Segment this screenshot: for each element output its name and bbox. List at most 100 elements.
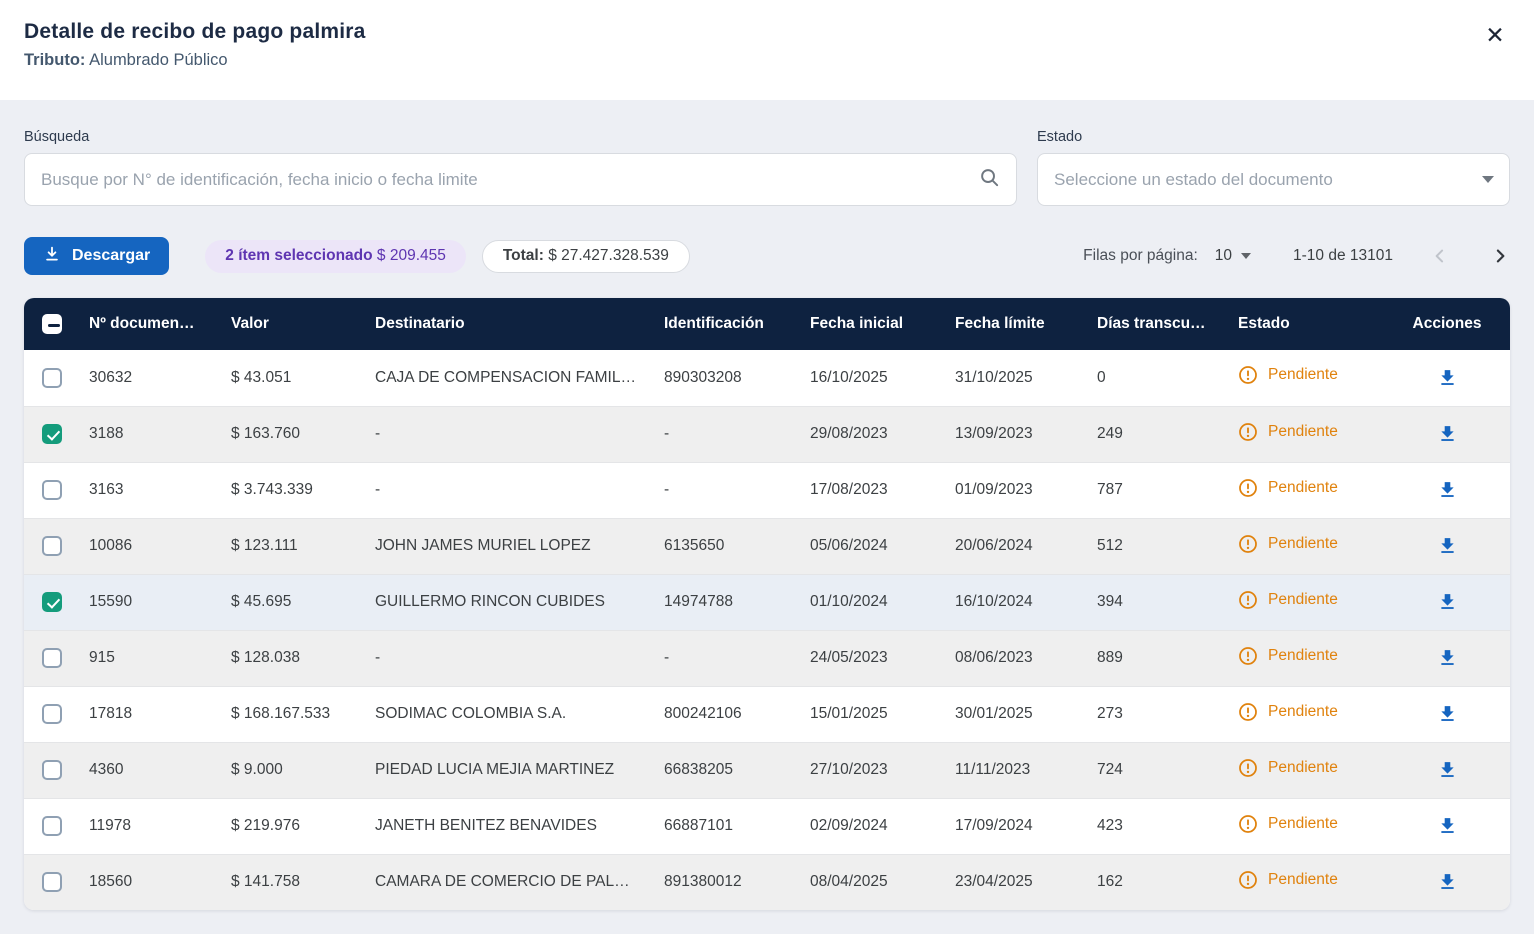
cell-valor: $ 123.111 [222,518,366,574]
cell-identificacion: - [655,630,801,686]
cell-valor: $ 128.038 [222,630,366,686]
selected-items-value: $ 209.455 [373,247,446,265]
close-icon: ✕ [1485,22,1504,48]
status-badge: Pendiente [1238,646,1338,666]
download-button[interactable]: Descargar [24,237,169,275]
chevron-down-icon [1482,176,1494,183]
cell-fecha-limite: 08/06/2023 [946,630,1088,686]
close-button[interactable]: ✕ [1480,20,1510,50]
download-icon [1437,759,1458,780]
download-row-button[interactable] [1433,363,1462,392]
cell-valor: $ 43.051 [222,350,366,406]
chevron-down-icon [1241,253,1251,259]
download-icon [1437,871,1458,892]
row-checkbox[interactable] [42,592,62,612]
col-header-dias: Días transcu… [1088,298,1229,350]
cell-dias: 423 [1088,798,1229,854]
rows-per-page-label: Filas por página: [1083,247,1198,265]
row-checkbox[interactable] [42,480,62,500]
download-row-button[interactable] [1433,531,1462,560]
cell-dias: 889 [1088,630,1229,686]
table-row: 3188 $ 163.760 - - 29/08/2023 13/09/2023… [24,406,1510,462]
cell-fecha-inicial: 17/08/2023 [801,462,946,518]
status-label: Pendiente [1268,423,1338,441]
cell-fecha-limite: 17/09/2024 [946,798,1088,854]
pagination-range: 1-10 de 13101 [1293,247,1393,265]
status-label: Pendiente [1268,703,1338,721]
total-label: Total: [503,247,544,265]
chevron-left-icon [1430,246,1450,266]
cell-acciones [1384,686,1510,742]
cell-acciones [1384,518,1510,574]
status-badge: Pendiente [1238,422,1338,442]
row-checkbox[interactable] [42,536,62,556]
cell-destinatario: - [366,406,655,462]
cell-destinatario: SODIMAC COLOMBIA S.A. [366,686,655,742]
pagination: Filas por página: 10 1-10 de 13101 [1083,246,1510,266]
download-row-button[interactable] [1433,755,1462,784]
cell-destinatario: CAJA DE COMPENSACION FAMIL… [366,350,655,406]
cell-estado: Pendiente [1229,742,1384,798]
col-header-estado: Estado [1229,298,1384,350]
download-row-button[interactable] [1433,587,1462,616]
col-header-destinatario: Destinatario [366,298,655,350]
status-badge: Pendiente [1238,702,1338,722]
cell-identificacion: 890303208 [655,350,801,406]
row-checkbox[interactable] [42,368,62,388]
search-filter: Búsqueda [24,129,1017,206]
search-input[interactable] [41,170,978,190]
col-header-identificacion: Identificación [655,298,801,350]
download-row-button[interactable] [1433,475,1462,504]
row-checkbox[interactable] [42,816,62,836]
download-icon [1437,647,1458,668]
status-label: Pendiente [1268,479,1338,497]
row-checkbox[interactable] [42,760,62,780]
chevron-right-icon [1490,246,1510,266]
download-row-button[interactable] [1433,419,1462,448]
cell-documento: 17818 [80,686,222,742]
previous-page-button[interactable] [1430,246,1450,266]
download-icon [43,245,61,268]
download-row-button[interactable] [1433,643,1462,672]
pending-warning-icon [1238,590,1258,610]
tribute-value: Alumbrado Público [89,51,228,69]
cell-identificacion: 6135650 [655,518,801,574]
cell-identificacion: 66887101 [655,798,801,854]
cell-fecha-inicial: 27/10/2023 [801,742,946,798]
next-page-button[interactable] [1490,246,1510,266]
cell-estado: Pendiente [1229,462,1384,518]
tribute-label: Tributo: [24,51,85,69]
row-checkbox[interactable] [42,872,62,892]
download-icon [1437,479,1458,500]
rows-per-page-select[interactable]: 10 [1215,247,1251,265]
pending-warning-icon [1238,814,1258,834]
download-icon [1437,703,1458,724]
row-checkbox[interactable] [42,648,62,668]
cell-identificacion: 66838205 [655,742,801,798]
col-header-fecha-limite: Fecha límite [946,298,1088,350]
status-badge: Pendiente [1238,590,1338,610]
documents-table: Nº documen… Valor Destinatario Identific… [24,298,1510,910]
modal-header: Detalle de recibo de pago palmira Tribut… [0,0,1534,100]
cell-fecha-limite: 11/11/2023 [946,742,1088,798]
download-icon [1437,591,1458,612]
pending-warning-icon [1238,422,1258,442]
cell-fecha-limite: 31/10/2025 [946,350,1088,406]
cell-destinatario: PIEDAD LUCIA MEJIA MARTINEZ [366,742,655,798]
row-checkbox[interactable] [42,704,62,724]
table-row: 30632 $ 43.051 CAJA DE COMPENSACION FAMI… [24,350,1510,406]
cell-fecha-inicial: 29/08/2023 [801,406,946,462]
cell-identificacion: 891380012 [655,854,801,910]
status-badge: Pendiente [1238,478,1338,498]
table-row: 17818 $ 168.167.533 SODIMAC COLOMBIA S.A… [24,686,1510,742]
download-row-button[interactable] [1433,699,1462,728]
table-row: 915 $ 128.038 - - 24/05/2023 08/06/2023 … [24,630,1510,686]
row-checkbox[interactable] [42,424,62,444]
pending-warning-icon [1238,758,1258,778]
select-all-checkbox[interactable] [42,314,62,334]
download-row-button[interactable] [1433,811,1462,840]
estado-select[interactable]: Seleccione un estado del documento [1037,153,1510,206]
cell-fecha-limite: 01/09/2023 [946,462,1088,518]
download-row-button[interactable] [1433,867,1462,896]
status-badge: Pendiente [1238,365,1338,385]
